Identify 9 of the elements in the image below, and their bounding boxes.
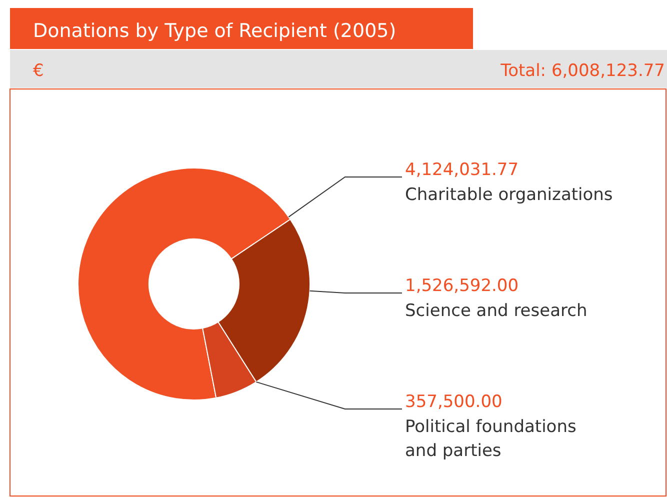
slice-label: Charitable organizations (405, 185, 613, 205)
data-label: 4,124,031.77 (405, 160, 519, 180)
chart-subtitle: € (33, 61, 44, 81)
data-label: 1,526,592.00 (405, 276, 519, 296)
chart-title: Donations by Type of Recipient (2005) (33, 20, 396, 42)
text: Total: 6,008,123.77 (500, 61, 665, 81)
slice-label: Science and research (405, 301, 588, 321)
data-label: 357,500.00 (405, 392, 502, 412)
slice-label: Political foundations and parties (405, 417, 576, 461)
